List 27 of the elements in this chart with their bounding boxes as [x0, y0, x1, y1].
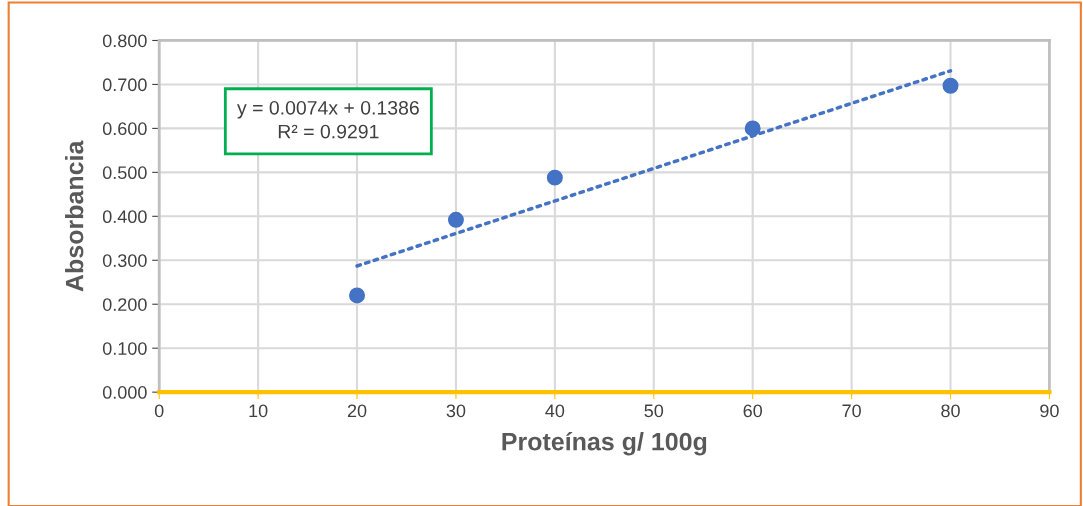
y-tick-label: 0.200 — [102, 298, 147, 311]
x-tick-label: 10 — [249, 404, 268, 418]
y-tick-label: 0.600 — [102, 122, 147, 136]
x-axis-title: Proteínas g/ 100g — [502, 431, 707, 456]
y-tick-label: 0.100 — [102, 342, 147, 355]
y-tick-label: 0.000 — [102, 386, 147, 399]
x-tick-label: 80 — [941, 404, 960, 418]
x-tick-label: 40 — [545, 404, 565, 418]
x-tick-label: 0 — [154, 404, 164, 418]
point — [942, 77, 959, 94]
x-tick-label: 50 — [644, 404, 664, 418]
y-tick-label: 0.300 — [102, 254, 147, 267]
y-tick-label: 0.400 — [102, 210, 147, 224]
x-tick-label: 60 — [743, 404, 763, 418]
x-tick-label: 70 — [842, 404, 861, 418]
point — [349, 287, 366, 304]
x-tick-label: 20 — [347, 404, 367, 418]
y-tick-label: 0.700 — [102, 78, 147, 92]
x-tick-label: 30 — [446, 404, 466, 418]
point — [744, 120, 761, 137]
annotation: y = 0.0074x + 0.1386 R² = 0.9291 — [237, 100, 419, 139]
point — [546, 169, 563, 186]
point — [447, 211, 464, 228]
y-tick-label: 0.800 — [102, 34, 147, 48]
y-axis-title: Absorbancia — [65, 140, 84, 292]
y-tick-label: 0.500 — [102, 166, 147, 180]
x-tick-label: 90 — [1040, 404, 1059, 418]
